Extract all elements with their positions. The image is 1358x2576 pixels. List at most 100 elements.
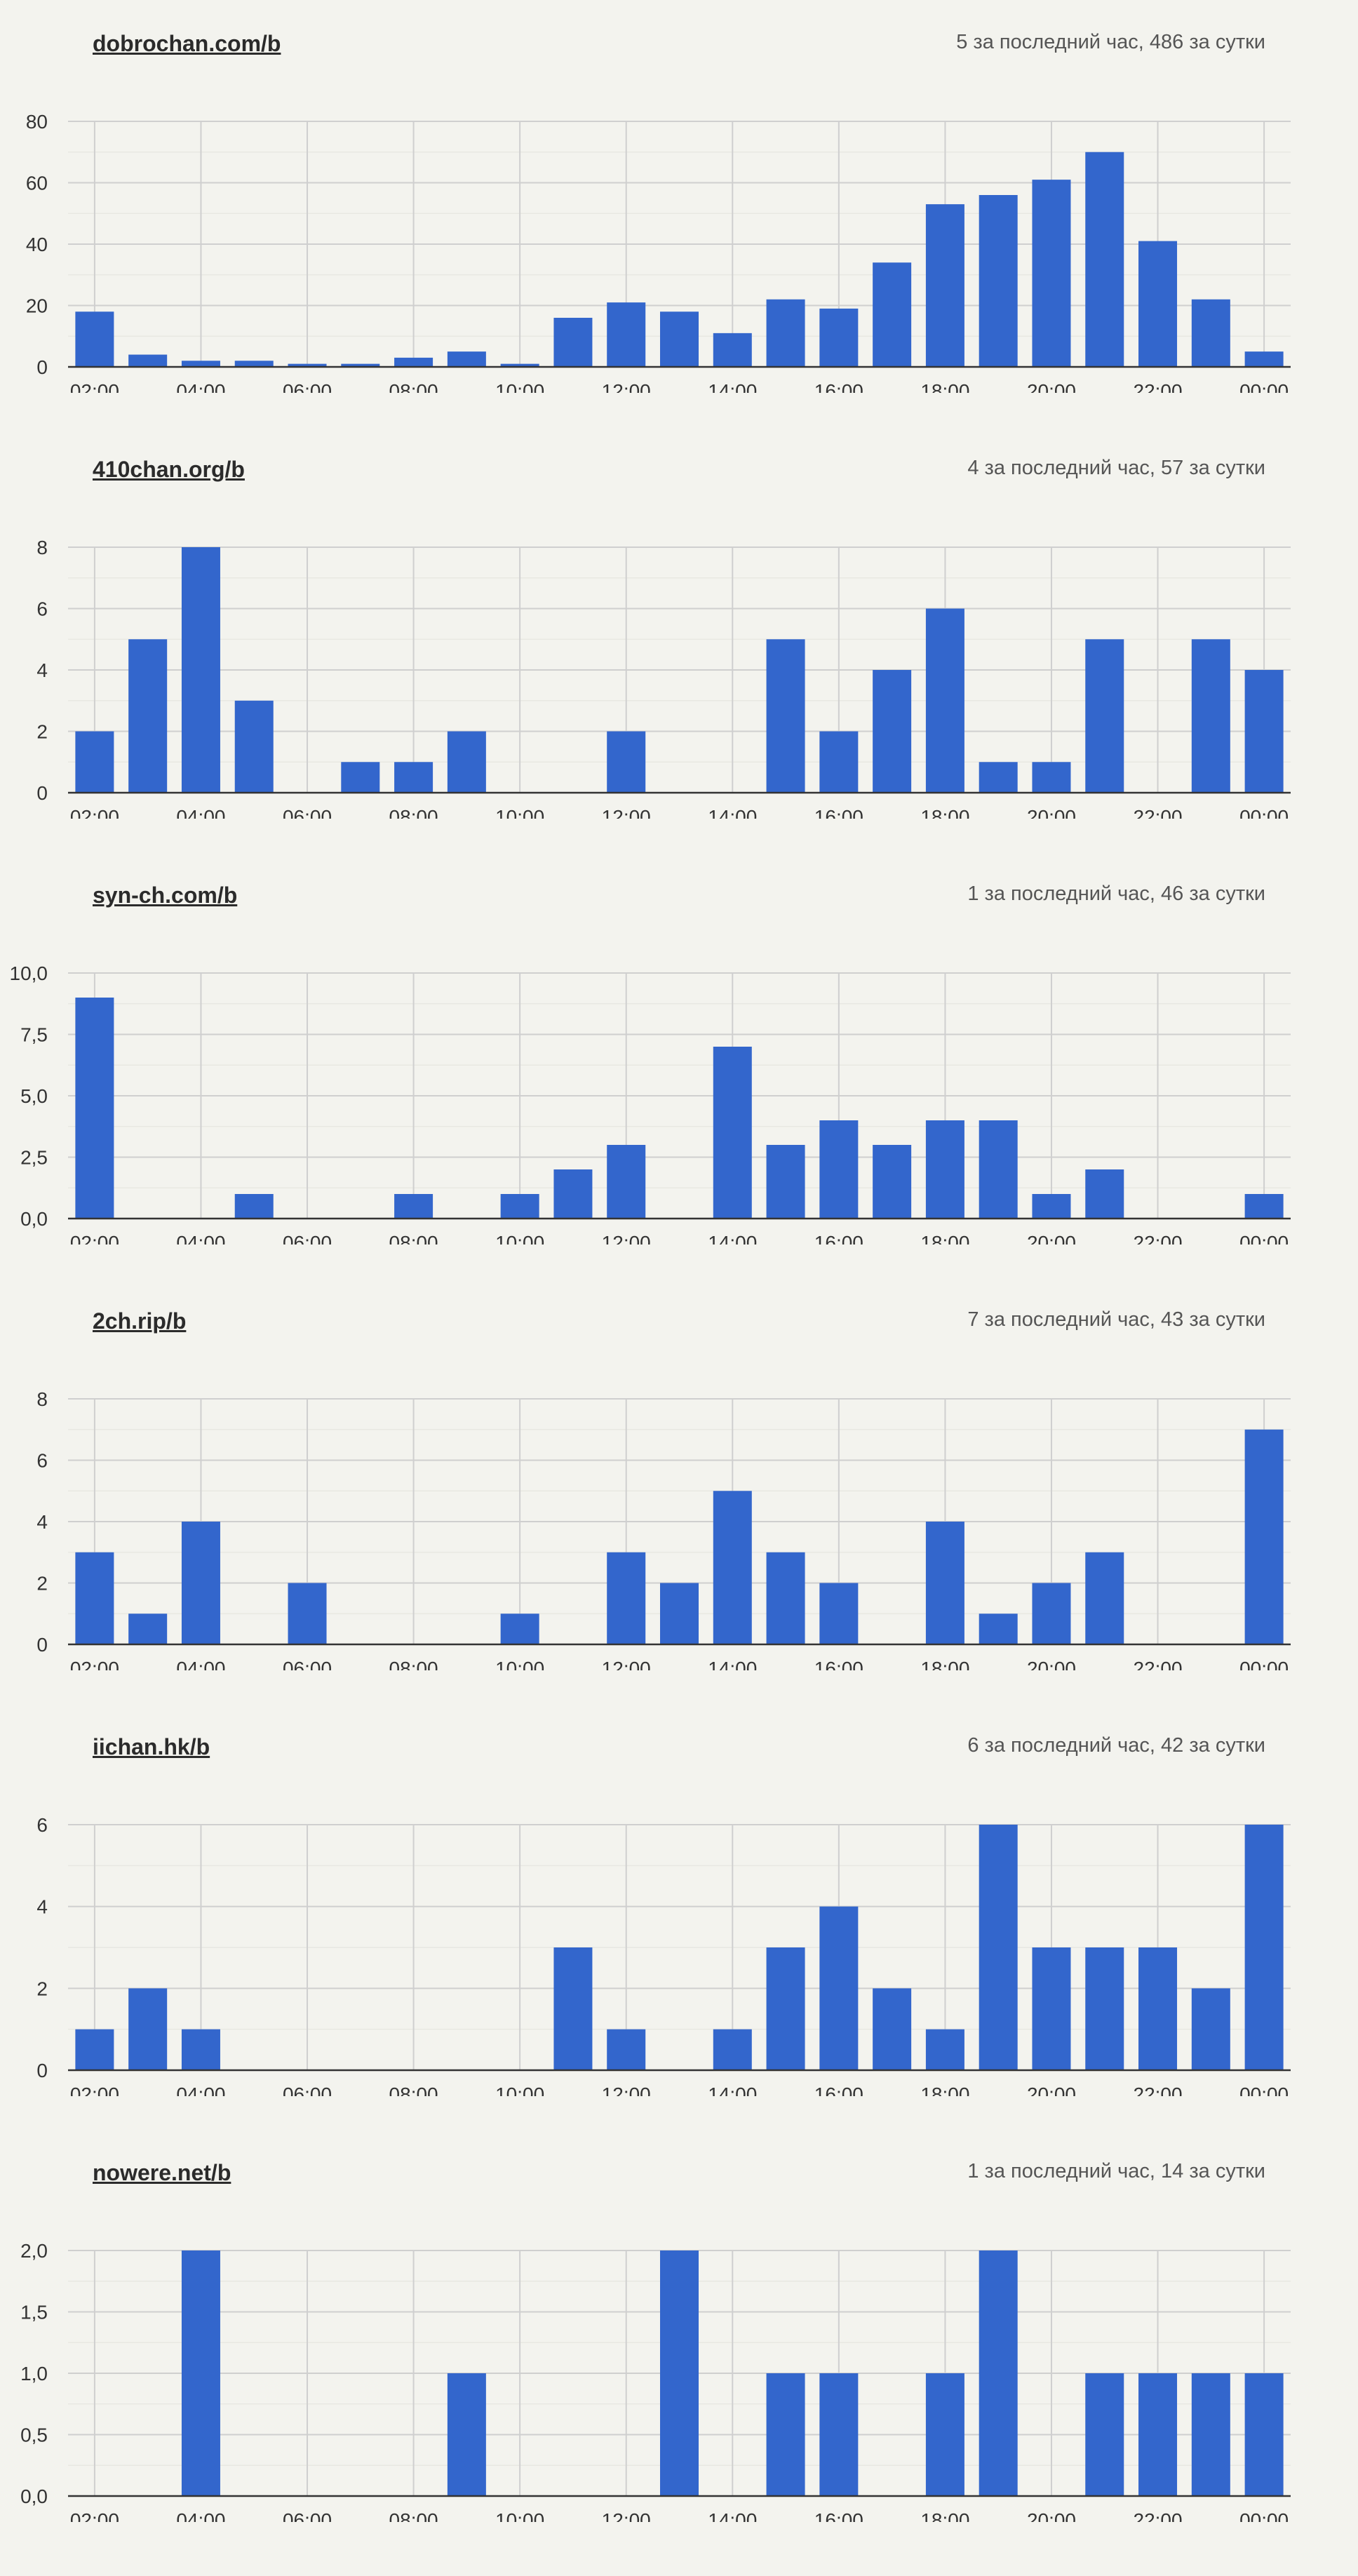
- x-tick-label: 18:00: [920, 2509, 969, 2522]
- x-tick-label: 16:00: [814, 2509, 863, 2522]
- bar: [181, 2250, 220, 2496]
- bar: [979, 195, 1018, 367]
- x-tick-label: 06:00: [283, 1658, 332, 1670]
- bar: [1191, 2373, 1230, 2496]
- x-tick-label: 20:00: [1027, 806, 1076, 819]
- bar: [181, 1522, 220, 1644]
- y-tick-label: 60: [26, 173, 48, 194]
- x-tick-label: 18:00: [920, 806, 969, 819]
- board-stats: 5 за последний час, 486 за сутки: [956, 31, 1265, 53]
- x-tick-label: 14:00: [708, 1232, 757, 1245]
- bar: [766, 2373, 805, 2496]
- bar: [128, 1614, 168, 1644]
- x-tick-label: 16:00: [814, 1232, 863, 1245]
- bar: [660, 2250, 699, 2496]
- bar: [925, 204, 964, 367]
- x-tick-label: 16:00: [814, 380, 863, 393]
- bar: [766, 1145, 805, 1219]
- bar: [500, 1194, 539, 1219]
- board-link[interactable]: nowere.net/b: [93, 2160, 231, 2185]
- x-tick-label: 06:00: [283, 1232, 332, 1245]
- y-tick-label: 40: [26, 234, 48, 255]
- x-tick-label: 18:00: [920, 2084, 969, 2096]
- bar: [819, 2373, 859, 2496]
- x-tick-label: 22:00: [1134, 1232, 1183, 1245]
- bar: [925, 1120, 964, 1219]
- board-chart: nowere.net/b 1 за последний час, 14 за су…: [0, 2129, 1358, 2555]
- bar: [1191, 639, 1230, 793]
- x-tick-label: 20:00: [1027, 2509, 1076, 2522]
- x-tick-label: 12:00: [602, 380, 651, 393]
- bar: [553, 1947, 593, 2070]
- bar: [128, 354, 168, 367]
- bar: [1085, 152, 1124, 367]
- x-tick-label: 02:00: [70, 806, 119, 819]
- x-tick-label: 20:00: [1027, 1232, 1076, 1245]
- y-tick-label: 0,5: [20, 2424, 48, 2446]
- bar: [1085, 1947, 1124, 2070]
- board-link[interactable]: 2ch.rip/b: [93, 1308, 187, 1334]
- x-tick-label: 22:00: [1134, 1658, 1183, 1670]
- board-link[interactable]: 410chan.org/b: [93, 457, 245, 482]
- y-tick-label: 20: [26, 295, 48, 317]
- bar-chart: 0,0 2,5 5,0 7,5 10,0 02:00 04:00 06:00 08:00 10:0…: [10, 962, 1291, 1245]
- x-tick-label: 08:00: [389, 1658, 438, 1670]
- bar: [1138, 1947, 1178, 2070]
- x-tick-label: 14:00: [708, 2509, 757, 2522]
- bar: [1085, 639, 1124, 793]
- bar: [1244, 1194, 1284, 1219]
- y-tick-label: 0: [36, 1634, 48, 1656]
- bar: [925, 1522, 964, 1644]
- y-tick-label: 0: [36, 2060, 48, 2081]
- bar: [181, 361, 220, 367]
- bar: [979, 1120, 1018, 1219]
- x-tick-label: 14:00: [708, 380, 757, 393]
- x-tick-label: 04:00: [176, 2509, 225, 2522]
- bar-chart: 0 20 40 60 80 02:00 04:00 06:00 08:00 10:00 12:00 1…: [26, 111, 1291, 393]
- x-tick-label: 04:00: [176, 2084, 225, 2096]
- board-link[interactable]: dobrochan.com/b: [93, 31, 281, 56]
- x-tick-label: 20:00: [1027, 2084, 1076, 2096]
- bar: [394, 762, 433, 793]
- bar: [288, 363, 327, 367]
- x-tick-label: 22:00: [1134, 2509, 1183, 2522]
- x-tick-label: 12:00: [602, 1658, 651, 1670]
- y-tick-label: 4: [36, 659, 48, 681]
- bar: [979, 2250, 1018, 2496]
- bar: [713, 1491, 752, 1644]
- bar: [1244, 351, 1284, 367]
- x-tick-label: 12:00: [602, 806, 651, 819]
- x-tick-label: 20:00: [1027, 380, 1076, 393]
- x-tick-label: 12:00: [602, 2509, 651, 2522]
- y-tick-label: 8: [36, 1388, 48, 1410]
- x-tick-label: 00:00: [1239, 1658, 1289, 1670]
- bar: [1244, 1825, 1284, 2070]
- bar: [979, 1614, 1018, 1644]
- board-link[interactable]: syn-ch.com/b: [93, 883, 238, 908]
- board-stats: 6 за последний час, 42 за сутки: [967, 1734, 1265, 1757]
- bar: [607, 1145, 646, 1219]
- y-tick-label: 2,5: [20, 1147, 48, 1169]
- bar: [766, 299, 805, 367]
- x-tick-label: 04:00: [176, 1232, 225, 1245]
- x-tick-label: 16:00: [814, 1658, 863, 1670]
- x-tick-label: 04:00: [176, 380, 225, 393]
- x-tick-label: 02:00: [70, 380, 119, 393]
- bar: [75, 2029, 114, 2070]
- x-tick-label: 18:00: [920, 1232, 969, 1245]
- bar: [1191, 299, 1230, 367]
- bar: [607, 1552, 646, 1644]
- x-tick-label: 00:00: [1239, 806, 1289, 819]
- bar: [75, 311, 114, 367]
- bar: [234, 361, 274, 367]
- x-tick-label: 12:00: [602, 1232, 651, 1245]
- x-tick-label: 06:00: [283, 806, 332, 819]
- bar: [394, 1194, 433, 1219]
- board-chart: iichan.hk/b 6 за последний час, 42 за сут…: [0, 1703, 1358, 2129]
- board-link[interactable]: iichan.hk/b: [93, 1734, 210, 1759]
- x-tick-label: 14:00: [708, 1658, 757, 1670]
- board-stats: 7 за последний час, 43 за сутки: [967, 1308, 1265, 1331]
- bar-chart: 0 2 4 6 8 02:00 04:00 06:00 08:00 10:00 12:00 14:00…: [36, 537, 1291, 819]
- bar: [447, 731, 486, 793]
